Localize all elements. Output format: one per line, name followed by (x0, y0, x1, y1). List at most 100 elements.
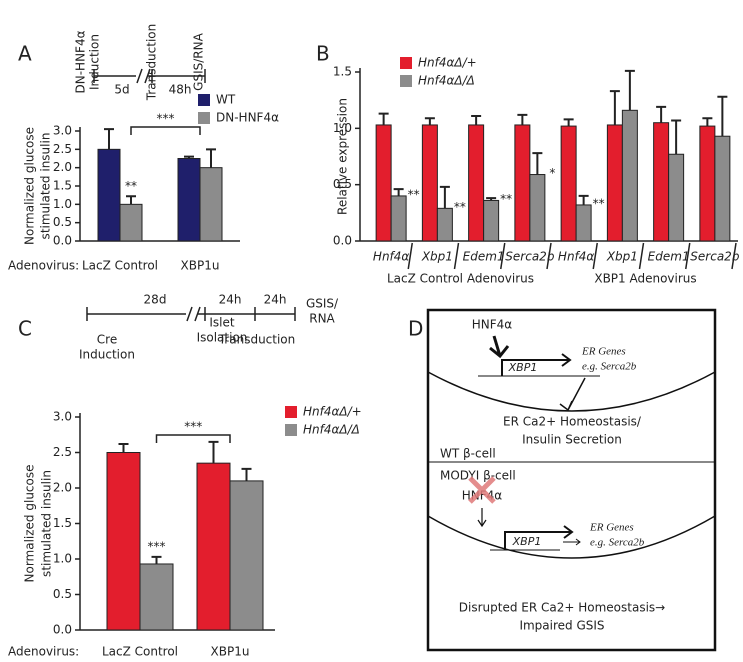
bracket (155, 434, 231, 443)
error-bar (439, 185, 450, 209)
separator (731, 242, 737, 270)
bar (653, 122, 670, 242)
bar (668, 153, 685, 242)
error-bar (578, 194, 589, 205)
outcome: Insulin Secretion (522, 433, 622, 447)
legend-label: DN-HNF4α (216, 111, 279, 125)
arrow (559, 377, 586, 412)
error-bar (118, 442, 129, 453)
timeline-label: Isolation (197, 331, 248, 345)
error-bar (486, 197, 497, 201)
bracket (130, 126, 201, 135)
y-tick-label: 0.5 (53, 587, 72, 601)
legend-label: Hnf4αΔ/+ (418, 56, 477, 70)
comparison: *** (157, 112, 175, 126)
error-bar (424, 117, 435, 125)
bar (529, 174, 546, 242)
error-bar (151, 555, 162, 564)
nucleus (427, 371, 716, 412)
error-bar (671, 119, 682, 155)
error-bar (241, 467, 252, 481)
bar (375, 124, 392, 242)
timeline-duration: 48h (169, 83, 192, 97)
y-tick-label: 2.5 (53, 142, 72, 156)
targets: e.g. Serca2b (590, 537, 645, 549)
legend-swatch (198, 94, 210, 106)
y-axis-label: stimulated insulin (40, 470, 54, 577)
legend-swatch (400, 75, 412, 87)
bar (106, 452, 141, 631)
bar (483, 199, 500, 242)
arrow (563, 538, 581, 546)
timeline-label: Induction (88, 34, 102, 90)
x-axis-label: Adenovirus: (8, 645, 79, 659)
y-tick-label: 0.5 (53, 215, 72, 229)
legend-label: Hnf4αΔ/+ (303, 405, 362, 419)
factor: HNF4α (472, 318, 513, 332)
timeline-label: Transduction (218, 333, 296, 347)
promoter-arrow (504, 525, 574, 550)
x-tick-label: XBP1u (181, 259, 220, 273)
y-axis-label: Normalized glucose (23, 127, 37, 245)
block-x (468, 476, 496, 504)
x-tick-label: Xbp1 (421, 250, 453, 264)
bar (199, 167, 223, 242)
timeline-label: Islet (209, 316, 235, 330)
bar (390, 195, 407, 242)
bar (436, 207, 453, 242)
targets: ER Genes (581, 346, 626, 358)
y-axis-label: Normalized glucose (23, 465, 37, 583)
nucleus (427, 515, 716, 559)
cell-box (426, 308, 717, 652)
significance: ** (500, 192, 512, 206)
timeline-duration: 28d (144, 293, 167, 307)
legend-swatch (198, 112, 210, 124)
timeline-label: Transduction (145, 24, 159, 102)
group-label: XBP1 Adenovirus (594, 272, 696, 286)
bar (119, 203, 143, 242)
separator (500, 242, 506, 270)
y-tick-label: 3.0 (53, 124, 72, 138)
x-axis-label: Adenovirus: (8, 259, 79, 273)
significance: * (549, 166, 555, 180)
bar (575, 204, 592, 242)
panel-letter: C (18, 317, 32, 341)
outcome: Disrupted ER Ca2+ Homeostasis→ (459, 601, 665, 615)
gene: XBP1 (508, 361, 538, 374)
timeline-duration: 24h (219, 293, 242, 307)
error-bar (184, 155, 194, 159)
timeline-label: DN-HNF4α (74, 30, 88, 93)
legend-swatch (400, 57, 412, 69)
bar (699, 125, 716, 242)
separator (638, 242, 645, 270)
comparison: *** (184, 420, 202, 434)
y-tick-label: 1.5 (53, 179, 72, 193)
significance: ** (454, 200, 466, 214)
y-axis-label: stimulated insulin (39, 133, 53, 240)
targets: ER Genes (589, 522, 634, 534)
panel-letter: D (408, 317, 423, 341)
significance: ** (408, 187, 420, 201)
targets: e.g. Serca2b (582, 361, 637, 373)
x-tick-label: Serca2b (505, 250, 555, 264)
timeline-duration: 5d (114, 83, 129, 97)
bar (177, 158, 201, 242)
timeline-duration: 24h (264, 293, 287, 307)
diagram: D HNF4α XBP1 ER Genes e.g. Serca2b ER Ca… (408, 308, 717, 652)
legend-swatch (285, 424, 297, 436)
x-tick-label: Edem1 (648, 250, 690, 264)
error-bar (717, 95, 728, 137)
bar (514, 124, 531, 242)
separator (407, 242, 413, 270)
error-bar (624, 69, 635, 111)
panel-letter: B (316, 42, 330, 66)
arrow (477, 508, 487, 528)
error-bar (702, 117, 713, 127)
error-bar (393, 188, 404, 196)
legend-swatch (285, 406, 297, 418)
x-tick-label: LacZ Control (102, 645, 178, 659)
outcome: Impaired GSIS (519, 619, 604, 633)
y-tick-label: 2.0 (53, 160, 72, 174)
y-axis-label: Relative expression (336, 98, 350, 215)
